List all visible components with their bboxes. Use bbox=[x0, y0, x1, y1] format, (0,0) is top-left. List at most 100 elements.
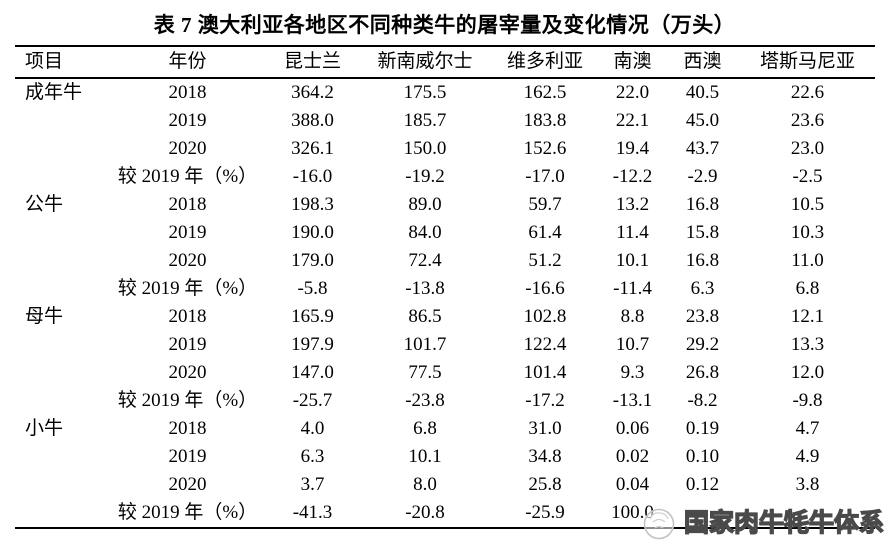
value-cell: -9.8 bbox=[792, 390, 823, 411]
value-cell: 4.7 bbox=[795, 418, 820, 439]
value-cell: 152.6 bbox=[523, 138, 567, 159]
item-label bbox=[15, 387, 110, 415]
table-row: 2019 190.0 84.0 61.4 11.4 15.8 10.3 bbox=[15, 219, 875, 247]
item-label: 成年牛 bbox=[25, 82, 83, 103]
table-row: 2019 197.9 101.7 122.4 10.7 29.2 13.3 bbox=[15, 331, 875, 359]
value-cell: -19.2 bbox=[405, 166, 445, 187]
value-cell: -25.9 bbox=[525, 502, 565, 523]
value-cell: 179.0 bbox=[291, 250, 334, 271]
item-label bbox=[15, 247, 110, 275]
value-cell: 0.10 bbox=[685, 446, 720, 467]
value-cell: 45.0 bbox=[685, 110, 720, 131]
value-cell: 102.8 bbox=[523, 306, 567, 327]
value-cell: 43.7 bbox=[685, 138, 720, 159]
value-cell: 3.8 bbox=[795, 474, 820, 495]
value-cell: -2.5 bbox=[792, 166, 823, 187]
value-cell: 0.12 bbox=[685, 474, 720, 495]
value-cell: 77.5 bbox=[408, 362, 442, 383]
value-cell: 162.5 bbox=[523, 82, 567, 103]
value-cell: 8.0 bbox=[413, 474, 437, 495]
year-cell: 2018 bbox=[168, 82, 207, 103]
table-row: 母牛 2018 165.9 86.5 102.8 8.8 23.8 12.1 bbox=[15, 303, 875, 331]
value-cell: -13.8 bbox=[405, 278, 445, 299]
table-row: 较 2019 年（%） -5.8 -13.8 -16.6 -11.4 6.3 6.8 bbox=[15, 275, 875, 303]
value-cell: 122.4 bbox=[523, 334, 567, 355]
table-row: 公牛 2018 198.3 89.0 59.7 13.2 16.8 10.5 bbox=[15, 191, 875, 219]
value-cell: 11.0 bbox=[791, 250, 824, 271]
value-cell: 72.4 bbox=[408, 250, 442, 271]
value-cell: 84.0 bbox=[408, 222, 442, 243]
value-cell: 10.1 bbox=[408, 446, 442, 467]
value-cell: -16.0 bbox=[292, 166, 333, 187]
item-label bbox=[15, 219, 110, 247]
column-header-5: 南澳 bbox=[600, 46, 665, 79]
value-cell: 23.0 bbox=[790, 138, 825, 159]
item-label bbox=[15, 163, 110, 191]
value-cell: 11.4 bbox=[616, 222, 649, 243]
column-header-7: 塔斯马尼亚 bbox=[740, 46, 875, 79]
value-cell: 13.2 bbox=[615, 194, 650, 215]
value-cell: 29.2 bbox=[685, 334, 720, 355]
value-cell: 16.8 bbox=[685, 250, 720, 271]
value-cell: 9.3 bbox=[620, 362, 645, 383]
value-cell: 40.5 bbox=[685, 82, 720, 103]
value-cell: 26.8 bbox=[685, 362, 720, 383]
item-label bbox=[15, 471, 110, 499]
year-cell: 2019 bbox=[168, 222, 207, 243]
value-cell: 23.8 bbox=[685, 306, 720, 327]
slaughter-table: 项目 年份 昆士兰 新南威尔士 维多利亚 南澳 西澳 塔斯马尼亚 成年牛 2018 364.2 17… bbox=[15, 45, 875, 529]
value-cell: 34.8 bbox=[528, 446, 562, 467]
value-cell: 6.8 bbox=[795, 278, 820, 299]
value-cell: 190.0 bbox=[291, 222, 334, 243]
value-cell: -8.2 bbox=[687, 390, 718, 411]
column-header-4: 维多利亚 bbox=[490, 46, 600, 79]
item-label bbox=[15, 331, 110, 359]
value-cell: 4.9 bbox=[795, 446, 820, 467]
table-body: 成年牛 2018 364.2 175.5 162.5 22.0 40.5 22.6 2019 38… bbox=[15, 78, 875, 528]
value-cell: -17.2 bbox=[525, 390, 565, 411]
value-cell: 6.8 bbox=[413, 418, 437, 439]
table-row: 小牛 2018 4.0 6.8 31.0 0.06 0.19 4.7 bbox=[15, 415, 875, 443]
value-cell: 61.4 bbox=[528, 222, 562, 243]
year-cell: 2020 bbox=[168, 362, 207, 383]
table-row: 较 2019 年（%） -41.3 -20.8 -25.9 100.0 bbox=[15, 499, 875, 528]
table-row: 2020 147.0 77.5 101.4 9.3 26.8 12.0 bbox=[15, 359, 875, 387]
value-cell: 150.0 bbox=[403, 138, 447, 159]
table-row: 较 2019 年（%） -16.0 -19.2 -17.0 -12.2 -2.9 -2.5 bbox=[15, 163, 875, 191]
value-cell: 4.0 bbox=[300, 418, 325, 439]
value-cell: -25.7 bbox=[292, 390, 333, 411]
value-cell: 326.1 bbox=[291, 138, 334, 159]
value-cell: 12.0 bbox=[790, 362, 825, 383]
value-cell: 10.3 bbox=[790, 222, 825, 243]
value-cell: 175.5 bbox=[403, 82, 447, 103]
table-row: 较 2019 年（%） -25.7 -23.8 -17.2 -13.1 -8.2 -9.8 bbox=[15, 387, 875, 415]
year-cell: 较 2019 年（%） bbox=[117, 502, 258, 523]
item-label bbox=[15, 359, 110, 387]
value-cell: 0.19 bbox=[685, 418, 720, 439]
item-label bbox=[15, 499, 110, 528]
column-header-0: 项目 bbox=[15, 46, 110, 79]
value-cell: 198.3 bbox=[291, 194, 334, 215]
value-cell: 31.0 bbox=[528, 418, 562, 439]
value-cell bbox=[665, 499, 740, 528]
value-cell: -41.3 bbox=[292, 502, 333, 523]
table-row: 2019 388.0 185.7 183.8 22.1 45.0 23.6 bbox=[15, 107, 875, 135]
value-cell: 147.0 bbox=[291, 362, 334, 383]
value-cell: 86.5 bbox=[408, 306, 442, 327]
value-cell: 25.8 bbox=[528, 474, 562, 495]
column-header-6: 西澳 bbox=[665, 46, 740, 79]
year-cell: 较 2019 年（%） bbox=[117, 166, 258, 187]
value-cell: 10.7 bbox=[615, 334, 650, 355]
value-cell: 51.2 bbox=[528, 250, 562, 271]
column-header-1: 年份 bbox=[110, 46, 265, 79]
value-cell: 19.4 bbox=[615, 138, 650, 159]
value-cell: 13.3 bbox=[790, 334, 825, 355]
table-row: 2019 6.3 10.1 34.8 0.02 0.10 4.9 bbox=[15, 443, 875, 471]
value-cell: 197.9 bbox=[291, 334, 334, 355]
item-label bbox=[15, 107, 110, 135]
year-cell: 较 2019 年（%） bbox=[117, 278, 258, 299]
value-cell: -5.8 bbox=[297, 278, 328, 299]
year-cell: 2020 bbox=[168, 138, 207, 159]
value-cell: -13.1 bbox=[612, 390, 653, 411]
